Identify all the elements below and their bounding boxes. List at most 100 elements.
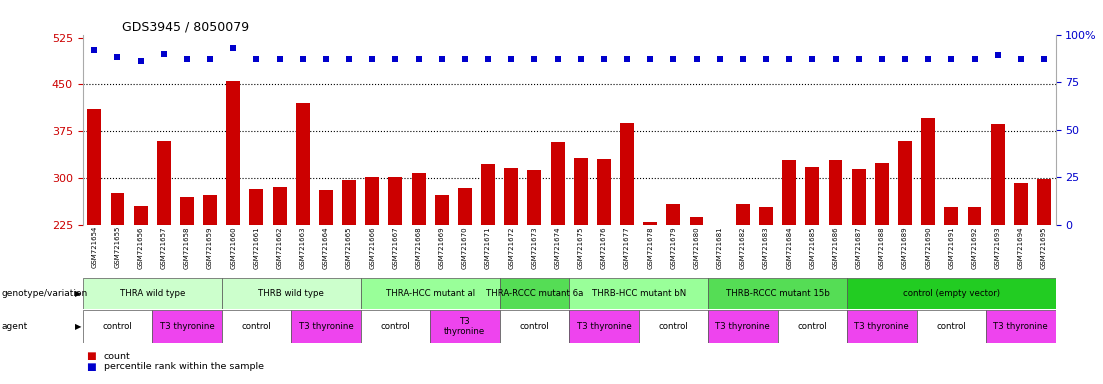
- Bar: [986, 310, 1056, 343]
- Text: T3 thyronine: T3 thyronine: [716, 322, 770, 331]
- Bar: [481, 164, 495, 365]
- Bar: [296, 103, 310, 365]
- Point: [664, 56, 682, 62]
- Point: [733, 56, 751, 62]
- Bar: [898, 141, 912, 365]
- Text: control: control: [520, 322, 549, 331]
- Bar: [569, 278, 708, 309]
- Point: [386, 56, 404, 62]
- Bar: [778, 310, 847, 343]
- Point: [525, 56, 543, 62]
- Point: [896, 56, 913, 62]
- Bar: [319, 190, 333, 365]
- Text: GDS3945 / 8050079: GDS3945 / 8050079: [121, 20, 249, 33]
- Bar: [411, 173, 426, 365]
- Text: T3 thyronine: T3 thyronine: [299, 322, 353, 331]
- Point: [571, 56, 589, 62]
- Bar: [87, 109, 101, 365]
- Point: [178, 56, 196, 62]
- Point: [803, 56, 821, 62]
- Bar: [944, 207, 959, 365]
- Point: [409, 56, 427, 62]
- Point: [85, 47, 104, 53]
- Bar: [133, 206, 148, 365]
- Bar: [828, 161, 843, 365]
- Bar: [805, 167, 820, 365]
- Bar: [917, 310, 986, 343]
- Text: percentile rank within the sample: percentile rank within the sample: [104, 362, 264, 371]
- Text: THRB wild type: THRB wild type: [258, 289, 324, 298]
- Bar: [782, 161, 796, 365]
- Bar: [180, 197, 194, 365]
- Text: T3 thyronine: T3 thyronine: [577, 322, 631, 331]
- Text: control: control: [797, 322, 827, 331]
- Text: agent: agent: [1, 322, 28, 331]
- Point: [757, 56, 774, 62]
- Bar: [620, 123, 634, 365]
- Bar: [388, 177, 403, 365]
- Bar: [736, 204, 750, 365]
- Bar: [504, 168, 518, 365]
- Bar: [249, 189, 264, 365]
- Bar: [921, 118, 935, 365]
- Bar: [157, 141, 171, 365]
- Bar: [847, 278, 1056, 309]
- Bar: [967, 207, 982, 365]
- Bar: [272, 187, 287, 365]
- Bar: [430, 310, 500, 343]
- Point: [596, 56, 613, 62]
- Text: ▶: ▶: [75, 289, 82, 298]
- Point: [271, 56, 289, 62]
- Point: [548, 56, 567, 62]
- Point: [108, 54, 126, 60]
- Bar: [708, 310, 778, 343]
- Point: [988, 52, 1006, 58]
- Text: control (empty vector): control (empty vector): [903, 289, 999, 298]
- Bar: [550, 142, 565, 365]
- Bar: [990, 124, 1005, 365]
- Bar: [689, 217, 704, 365]
- Bar: [365, 177, 379, 365]
- Bar: [643, 222, 657, 365]
- Point: [780, 56, 797, 62]
- Point: [688, 56, 706, 62]
- Bar: [500, 278, 569, 309]
- Bar: [110, 194, 125, 365]
- Bar: [759, 207, 773, 365]
- Bar: [83, 278, 222, 309]
- Text: T3
thyronine: T3 thyronine: [445, 317, 485, 336]
- Text: count: count: [104, 352, 130, 361]
- Bar: [203, 195, 217, 365]
- Bar: [83, 310, 152, 343]
- Bar: [342, 180, 356, 365]
- Text: T3 thyronine: T3 thyronine: [994, 322, 1048, 331]
- Point: [965, 56, 983, 62]
- Point: [340, 56, 357, 62]
- Point: [363, 56, 381, 62]
- Bar: [852, 169, 866, 365]
- Text: control: control: [242, 322, 271, 331]
- Bar: [1037, 179, 1051, 365]
- Bar: [226, 81, 240, 365]
- Point: [1035, 56, 1052, 62]
- Point: [318, 56, 335, 62]
- Bar: [458, 188, 472, 365]
- Bar: [666, 204, 681, 365]
- Bar: [847, 310, 917, 343]
- Bar: [597, 159, 611, 365]
- Text: THRA wild type: THRA wild type: [119, 289, 185, 298]
- Text: ■: ■: [86, 351, 96, 361]
- Point: [849, 56, 867, 62]
- Text: control: control: [381, 322, 410, 331]
- Point: [1011, 56, 1029, 62]
- Text: THRA-RCCC mutant 6a: THRA-RCCC mutant 6a: [485, 289, 583, 298]
- Point: [457, 56, 474, 62]
- Bar: [291, 310, 361, 343]
- Point: [618, 56, 635, 62]
- Bar: [152, 310, 222, 343]
- Text: T3 thyronine: T3 thyronine: [855, 322, 909, 331]
- Bar: [527, 170, 542, 365]
- Bar: [875, 163, 889, 365]
- Text: THRB-RCCC mutant 15b: THRB-RCCC mutant 15b: [726, 289, 829, 298]
- Text: THRA-HCC mutant al: THRA-HCC mutant al: [386, 289, 474, 298]
